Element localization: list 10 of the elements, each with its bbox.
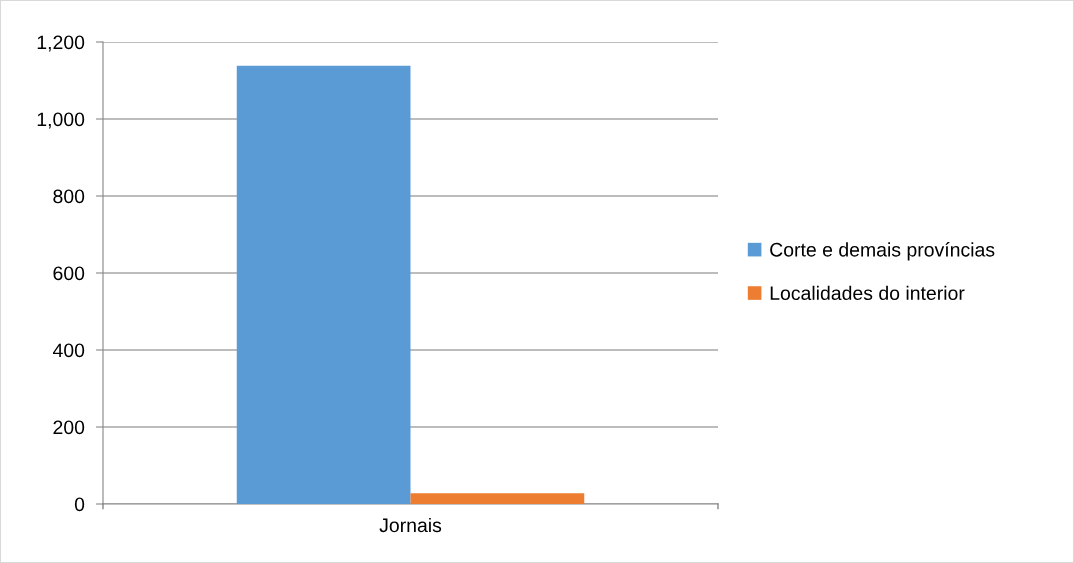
x-tick-label: Jornais: [379, 517, 442, 533]
y-tick-label: 800: [53, 189, 85, 204]
legend-label: Localidades do interior: [770, 285, 965, 301]
y-tick-label: 1,200: [37, 35, 85, 52]
y-tick-label: 200: [53, 420, 85, 435]
y-tick-label: 600: [53, 266, 85, 281]
y-tick-label: 400: [52, 343, 85, 358]
y-tick-label: 1,000: [37, 112, 85, 129]
y-tick-label: 0: [74, 497, 85, 512]
legend-label: Corte e demais províncias: [770, 242, 995, 261]
